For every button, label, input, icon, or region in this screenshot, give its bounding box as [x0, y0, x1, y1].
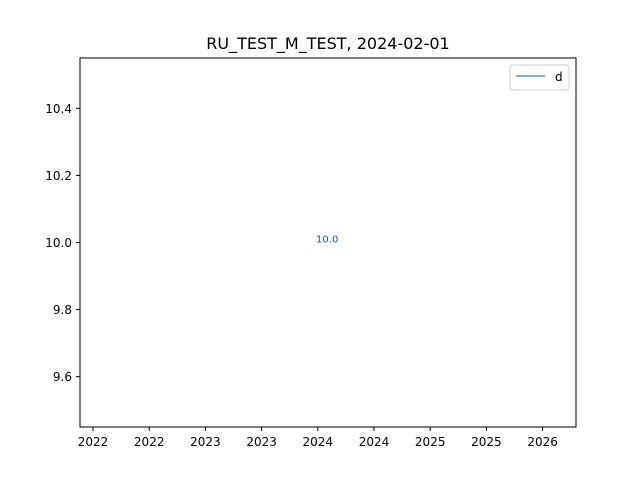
x-tick-label: 2025 — [471, 435, 502, 449]
x-tick-label: 2022 — [78, 435, 109, 449]
x-tick-label: 2022 — [134, 435, 165, 449]
legend: d — [509, 64, 570, 91]
y-axis: 9.6 9.8 10.0 10.2 10.4 — [45, 102, 80, 384]
x-axis: 2022 2022 2023 2023 2024 2024 2025 2025 2026 — [78, 427, 558, 449]
x-tick-label: 2026 — [527, 435, 558, 449]
data-label: 10.0 — [316, 235, 338, 246]
y-tick-label: 10.4 — [45, 102, 72, 116]
y-tick-label: 10.2 — [45, 169, 72, 183]
x-tick-label: 2025 — [415, 435, 446, 449]
y-tick-label: 9.8 — [53, 303, 72, 317]
x-tick-label: 2023 — [190, 435, 221, 449]
y-tick-label: 10.0 — [45, 236, 72, 250]
legend-box — [509, 64, 570, 91]
y-tick-label: 9.6 — [53, 370, 72, 384]
plot-area — [79, 57, 577, 428]
legend-label: d — [555, 70, 563, 84]
series-marks: 10.0 — [316, 235, 338, 246]
chart-title: RU_TEST_M_TEST, 2024-02-01 — [206, 34, 449, 54]
x-tick-label: 2023 — [246, 435, 277, 449]
x-tick-label: 2024 — [359, 435, 390, 449]
x-tick-label: 2024 — [303, 435, 334, 449]
